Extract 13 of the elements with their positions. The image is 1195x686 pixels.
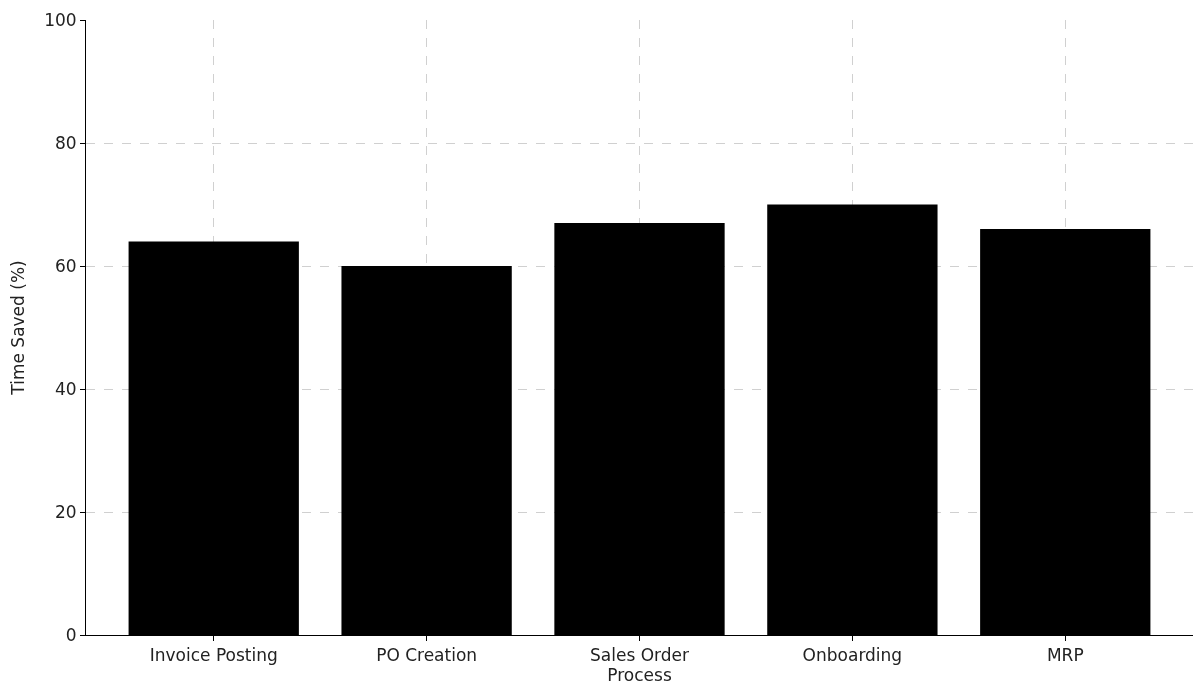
y-tick-label: 80 [54,132,77,153]
y-tick-label: 60 [54,255,77,276]
x-axis-title: Process [607,665,672,686]
y-tick-label: 40 [54,378,77,399]
y-tick-label: 100 [44,9,77,30]
x-tick-label: Invoice Posting [149,645,278,666]
y-tick-label: 20 [54,501,77,522]
x-tick-label: Sales Order [590,645,689,666]
x-tick-label: MRP [1046,645,1084,666]
x-tick-label: PO Creation [376,645,478,666]
x-tick-label: Onboarding [802,645,903,666]
y-axis-title: Time Saved (%) [7,260,28,396]
y-tick-label: 0 [65,624,77,645]
